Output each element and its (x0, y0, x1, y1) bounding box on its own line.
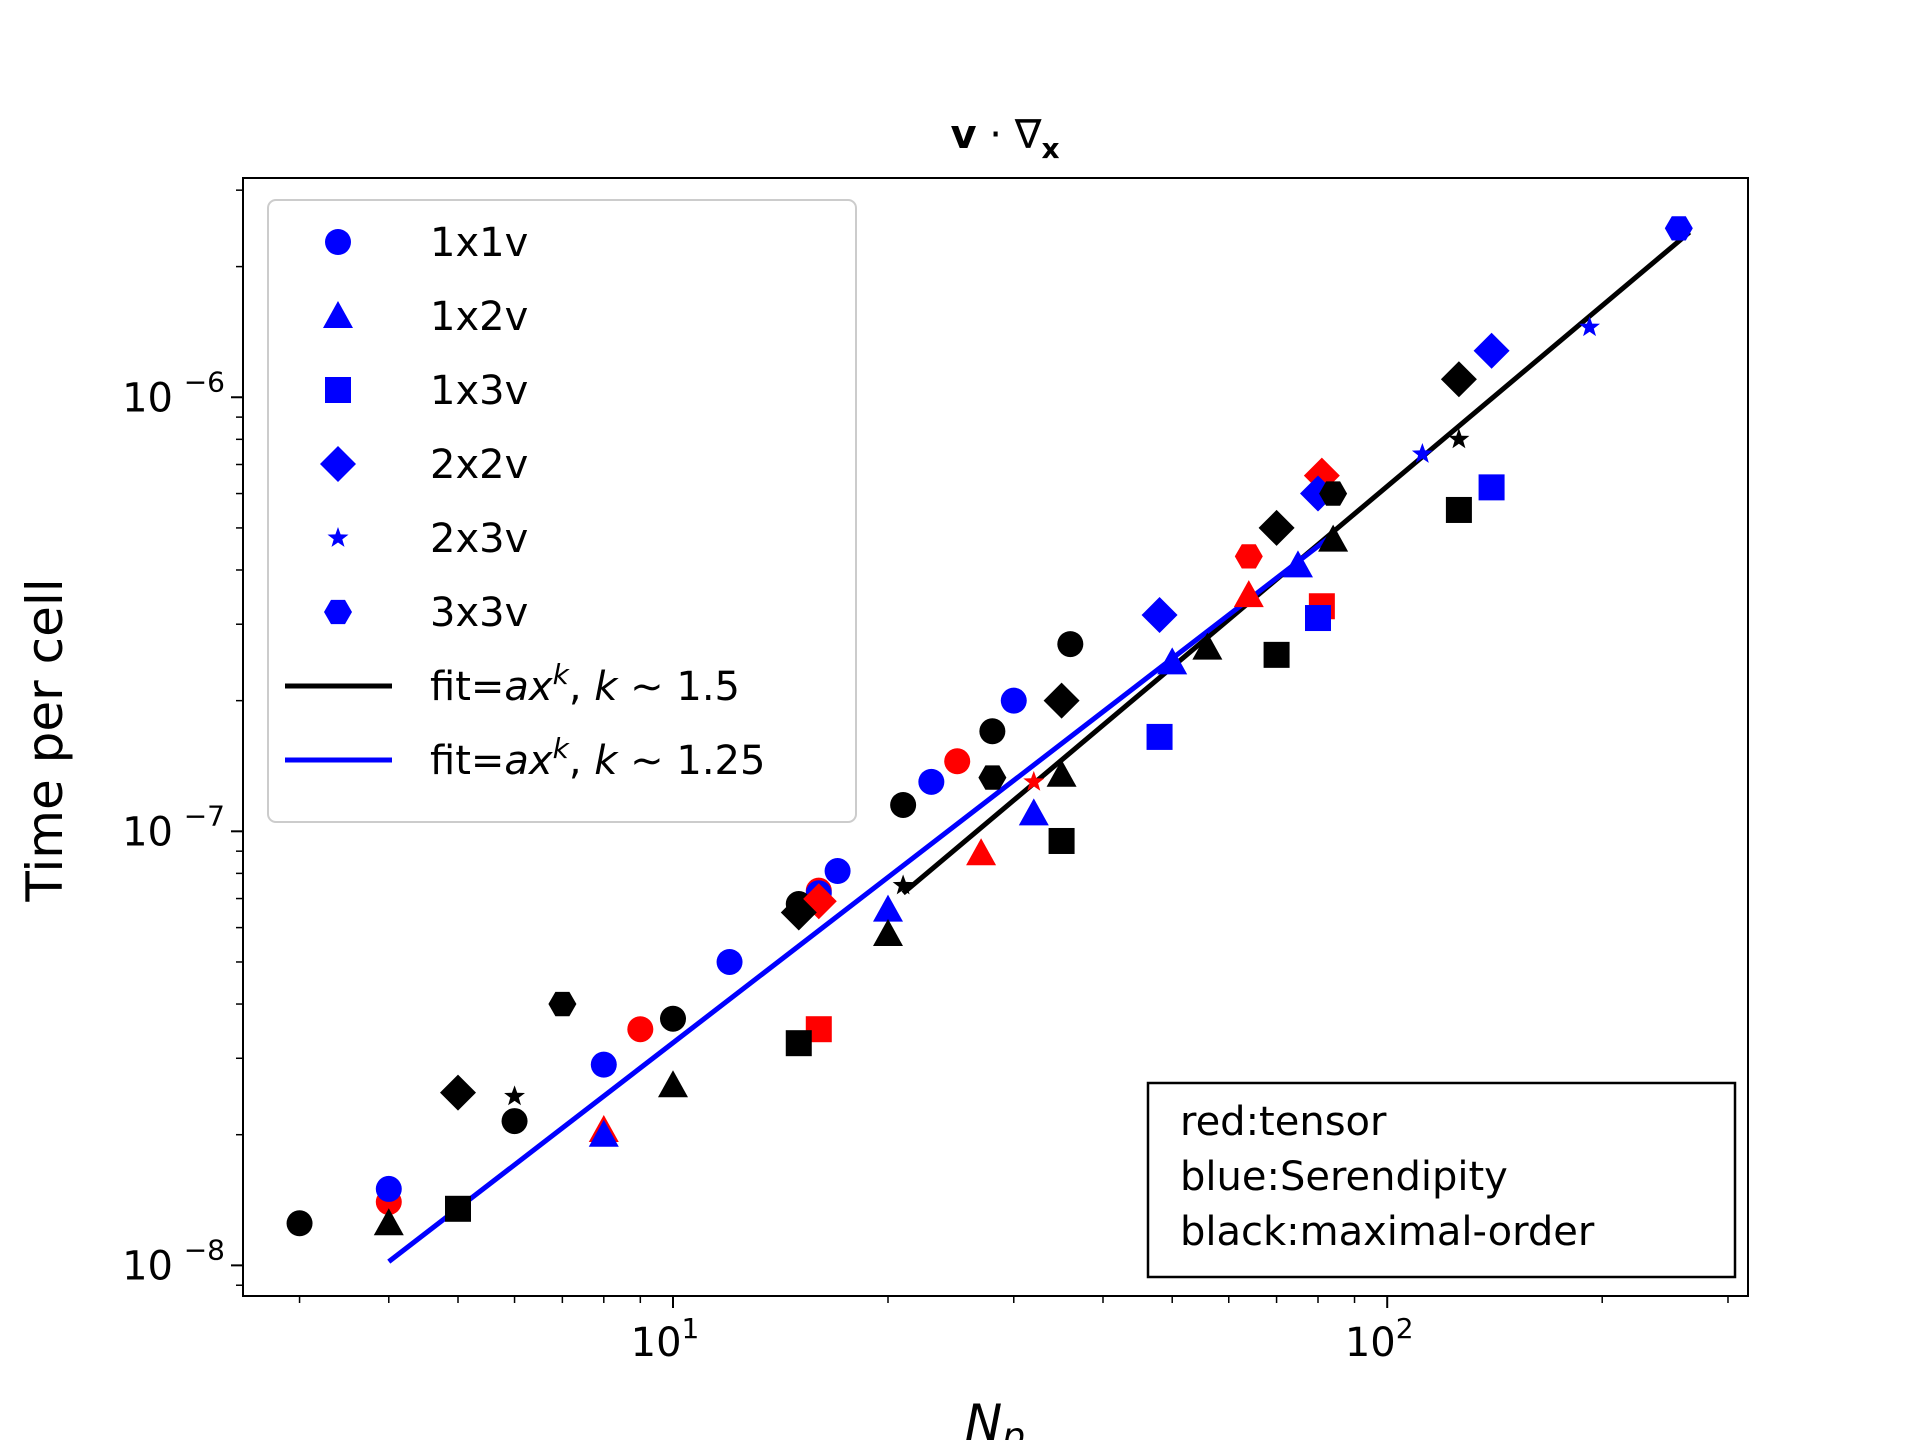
data-point (1141, 597, 1178, 634)
data-point (890, 791, 917, 818)
data-point (966, 838, 997, 866)
y-tick-label: 10 (122, 809, 173, 855)
x-tick-label: 101 (631, 1312, 700, 1366)
data-point (1318, 524, 1349, 552)
annotation-serendipity: blue:Serendipity (1180, 1154, 1508, 1200)
data-point (1157, 647, 1188, 675)
legend-label-fit-1-5: fit=axk, k ∼ 1.5 (430, 658, 740, 710)
legend-label-2x2v: 2x2v (430, 442, 528, 488)
legend (267, 199, 857, 823)
legend-markers (285, 229, 392, 763)
y-tick-label: 10 (122, 1243, 173, 1289)
data-point (548, 991, 577, 1017)
axis-ticks: 101 102 10 −8 10 −7 10 −6 (122, 189, 1729, 1366)
legend-marker (327, 527, 349, 547)
data-point (1440, 361, 1477, 398)
y-tick-exponent: −8 (184, 1233, 225, 1266)
data-point (373, 1208, 404, 1236)
y-axis-label: Time per cell (16, 578, 74, 902)
data-point (1018, 798, 1049, 826)
data-point (1579, 316, 1600, 337)
legend-label-1x1v: 1x1v (430, 220, 528, 266)
data-point (1411, 443, 1433, 463)
data-point (440, 1074, 476, 1111)
data-point (1234, 544, 1263, 569)
data-points (286, 216, 1693, 1237)
data-point (445, 1195, 471, 1222)
x-axis-label: Np (965, 1394, 1025, 1440)
data-point (892, 874, 914, 895)
data-point (1258, 509, 1295, 546)
color-annotation-box (1146, 1081, 1737, 1279)
data-point (944, 748, 971, 775)
x-tick-label: 102 (1345, 1312, 1414, 1366)
legend-label-3x3v: 3x3v (430, 590, 528, 636)
data-point (824, 858, 851, 885)
data-point (1445, 496, 1472, 523)
data-point (1282, 550, 1313, 578)
legend-marker (325, 229, 351, 255)
data-point (504, 1085, 525, 1106)
legend-marker (323, 301, 353, 328)
legend-items: 1x1v 1x2v 1x3v 2x2v 2x3v 3x3v fit=axk, k… (430, 220, 765, 784)
chart-title: v · ∇x (950, 112, 1059, 165)
data-point (1057, 631, 1084, 658)
data-point (978, 765, 1007, 790)
legend-marker (320, 446, 356, 482)
data-point (873, 918, 903, 946)
data-point (1478, 474, 1505, 501)
legend-marker (325, 377, 351, 403)
data-point (1146, 723, 1173, 750)
data-point (375, 1175, 402, 1202)
annotation-maximal-order: black:maximal-order (1180, 1209, 1595, 1255)
data-point (780, 894, 817, 931)
data-point (660, 1005, 686, 1032)
data-point (918, 768, 945, 795)
legend-label-fit-1-25: fit=axk, k ∼ 1.25 (430, 732, 765, 784)
legend-marker (324, 599, 352, 625)
data-point (873, 894, 903, 922)
data-point (1043, 682, 1080, 719)
legend-label-1x3v: 1x3v (430, 368, 528, 414)
data-point (1473, 332, 1510, 369)
annotation-tensor: red:tensor (1180, 1099, 1387, 1145)
data-point (785, 1030, 812, 1057)
data-point (1664, 216, 1693, 241)
data-point (658, 1070, 688, 1098)
y-tick-exponent: −6 (184, 365, 225, 398)
data-point (1000, 687, 1027, 714)
data-point (588, 1119, 619, 1147)
y-tick-label: 10 (122, 375, 173, 421)
data-point (1023, 770, 1045, 791)
data-point (1448, 428, 1470, 449)
legend-label-2x3v: 2x3v (430, 516, 528, 562)
data-point (1319, 481, 1348, 506)
data-point (1305, 605, 1331, 632)
fit-line (387, 529, 1339, 1264)
data-point (1263, 641, 1290, 668)
data-point (501, 1108, 528, 1135)
data-point (1192, 632, 1223, 660)
y-tick-exponent: −7 (184, 799, 225, 832)
data-point (1048, 827, 1075, 854)
data-point (1233, 580, 1264, 608)
data-point (979, 718, 1006, 745)
data-point (590, 1051, 617, 1078)
legend-label-1x2v: 1x2v (430, 294, 528, 340)
data-point (286, 1210, 313, 1237)
data-point (627, 1016, 654, 1043)
data-point (1046, 759, 1077, 787)
data-point (716, 948, 743, 975)
